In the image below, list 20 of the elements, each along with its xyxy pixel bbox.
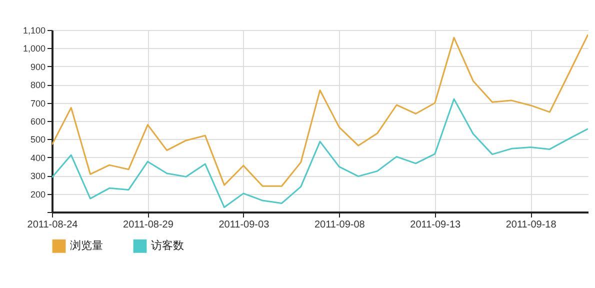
- x-tick-label: 2011-09-13: [410, 220, 461, 230]
- x-tick-label: 2011-08-29: [123, 220, 174, 230]
- y-tick-label: 500: [30, 134, 46, 145]
- line-series: [52, 34, 588, 187]
- y-tick-label: 400: [30, 152, 46, 163]
- legend-label: 浏览量: [70, 239, 103, 252]
- y-tick-label: 1,000: [22, 44, 46, 54]
- y-tick-label: 200: [30, 189, 46, 200]
- x-tick-label: 2011-09-08: [314, 220, 366, 230]
- y-tick-label: 700: [30, 98, 46, 108]
- x-tick-label: 2011-08-24: [27, 220, 78, 230]
- y-tick-label: 900: [30, 62, 46, 72]
- y-tick-label: 600: [30, 116, 46, 126]
- x-tick-label: 2011-09-03: [218, 220, 270, 230]
- x-tick-label: 2011-09-18: [506, 220, 557, 230]
- y-tick-label: 300: [30, 171, 46, 182]
- y-tick-label: 1,100: [22, 26, 46, 36]
- legend-label: 访客数: [151, 239, 184, 252]
- y-tick-label: 800: [30, 80, 46, 90]
- line-series: [52, 98, 588, 208]
